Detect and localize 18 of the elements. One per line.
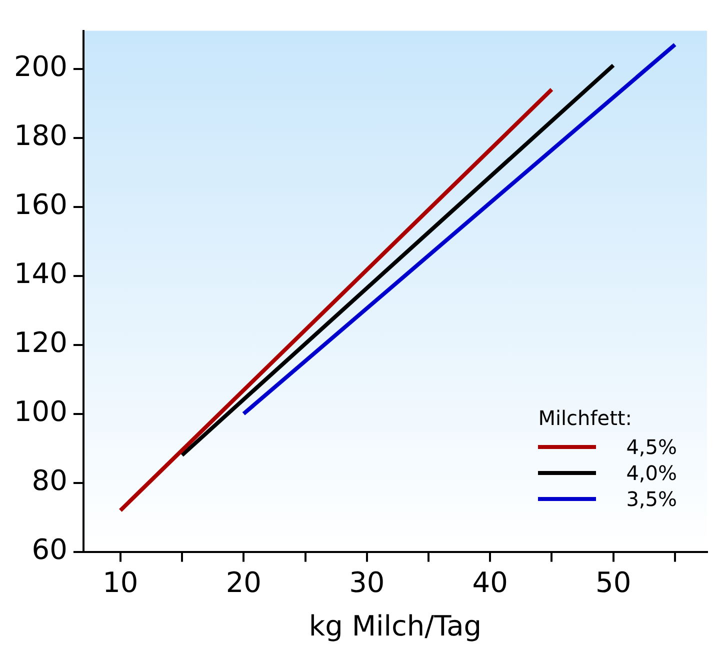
x-axis-title: kg Milch/Tag — [308, 609, 482, 642]
y-tick-label: 80 — [32, 464, 68, 498]
y-tick-label: 60 — [32, 533, 68, 566]
y-tick-label: 100 — [14, 395, 68, 428]
legend-title: Milchfett: — [538, 406, 633, 430]
x-tick-label: 20 — [226, 566, 262, 599]
y-tick-label: 120 — [14, 326, 68, 360]
x-tick-label: 10 — [102, 566, 138, 599]
x-tick-label: 30 — [349, 566, 385, 599]
y-tick-label: 160 — [14, 188, 68, 222]
legend-label: 4,5% — [626, 434, 677, 459]
x-tick-label: 40 — [472, 566, 508, 599]
y-tick-label: 200 — [14, 50, 68, 84]
legend-label: 4,0% — [626, 460, 677, 485]
legend-label: 3,5% — [626, 486, 677, 511]
y-tick-label: 140 — [14, 257, 68, 290]
y-tick-label: 180 — [14, 119, 68, 152]
x-tick-label: 50 — [596, 566, 632, 599]
